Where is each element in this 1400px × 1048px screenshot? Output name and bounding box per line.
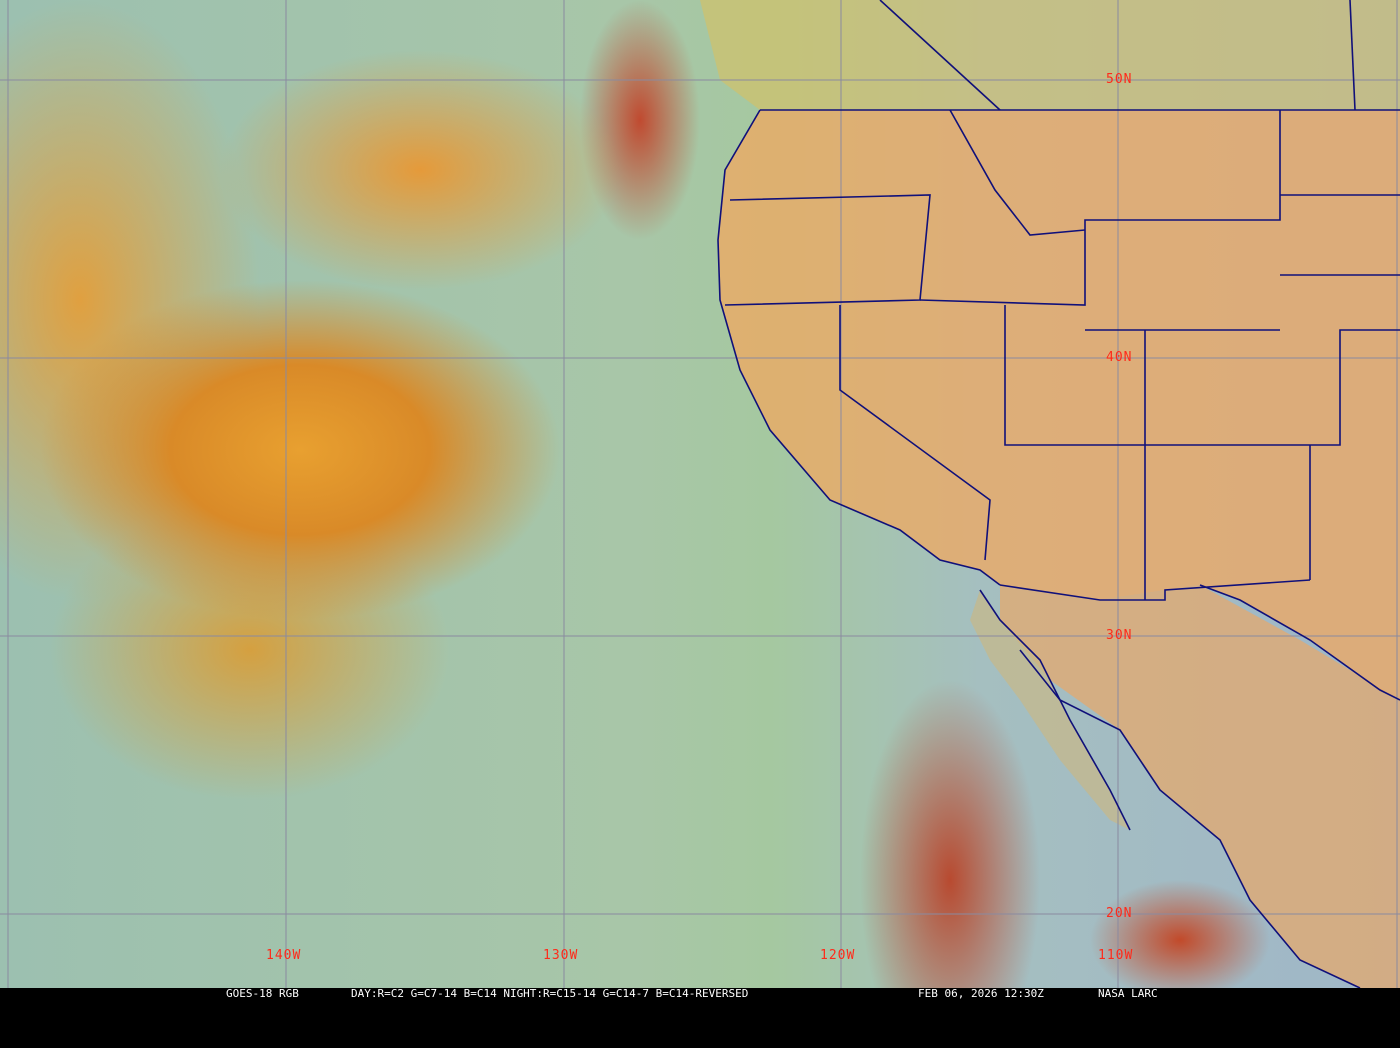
lon-label: 120W (820, 948, 856, 963)
channel-recipe: DAY:R=C2 G=C7-14 B=C14 NIGHT:R=C15-14 G=… (351, 987, 749, 1000)
product-name: GOES-18 RGB (226, 987, 299, 1000)
land-area (718, 110, 1400, 700)
land-area-canada (700, 0, 1400, 110)
lat-label: 40N (1106, 350, 1133, 365)
lat-label: 50N (1106, 72, 1133, 87)
lat-label: 30N (1106, 628, 1133, 643)
lat-lon-grid (0, 0, 1400, 988)
credit: NASA LARC (1098, 987, 1158, 1000)
political-borders (717, 0, 1400, 988)
satellite-image: 50N 40N 30N 20N 140W 130W 120W 110W (0, 0, 1400, 988)
caption-bar: GOES-18 RGB DAY:R=C2 G=C7-14 B=C14 NIGHT… (0, 988, 1400, 1000)
map-overlay (0, 0, 1400, 988)
lat-label: 20N (1106, 906, 1133, 921)
lon-label: 130W (543, 948, 579, 963)
baja-peninsula (970, 590, 1130, 830)
lon-label: 110W (1098, 948, 1134, 963)
lon-label: 140W (266, 948, 302, 963)
land-area-mexico (1000, 585, 1400, 988)
datetime: FEB 06, 2026 12:30Z (918, 987, 1044, 1000)
